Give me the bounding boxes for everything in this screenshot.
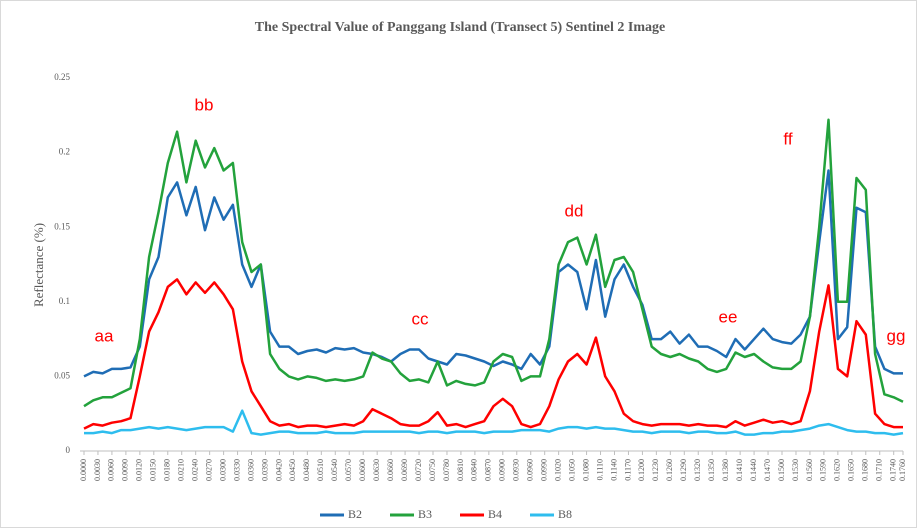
y-tick-label: 0.15 — [54, 221, 70, 231]
x-tick-label: 0.1470 — [763, 459, 772, 481]
annotation: aa — [95, 326, 114, 345]
annotation: ff — [783, 129, 792, 148]
x-tick-label: 0.1530 — [791, 459, 800, 481]
x-tick-label: 0.0090 — [121, 459, 130, 481]
x-tick-label: 0.1350 — [707, 459, 716, 481]
x-tick-label: 0.0000 — [79, 459, 88, 481]
legend-label: B2 — [348, 507, 362, 521]
x-tick-label: 0.1020 — [553, 459, 562, 481]
x-tick-label: 0.0180 — [163, 459, 172, 481]
x-tick-label: 0.1260 — [665, 459, 674, 481]
x-tick-label: 0.0030 — [93, 459, 102, 481]
x-tick-label: 0.1200 — [637, 459, 646, 481]
legend-label: B4 — [488, 507, 502, 521]
x-tick-label: 0.0960 — [526, 459, 535, 481]
annotation: dd — [565, 201, 584, 220]
x-tick-label: 0.0480 — [302, 459, 311, 481]
x-tick-label: 0.1620 — [833, 459, 842, 481]
x-tick-label: 0.1560 — [805, 459, 814, 481]
x-tick-label: 0.1230 — [651, 459, 660, 481]
x-tick-label: 0.0060 — [107, 459, 116, 481]
series-line — [83, 278, 903, 430]
x-tick-label: 0.0600 — [358, 459, 367, 481]
annotation: ee — [719, 307, 738, 326]
x-tick-label: 0.0390 — [260, 459, 269, 481]
x-tick-label: 0.0990 — [540, 459, 549, 481]
x-tick-label: 0.1650 — [847, 459, 856, 481]
x-tick-label: 0.1170 — [623, 459, 632, 481]
x-tick-label: 0.1760 — [898, 459, 907, 481]
y-tick-label: 0.1 — [59, 296, 70, 306]
annotation: cc — [412, 309, 430, 328]
x-tick-label: 0.0930 — [512, 459, 521, 481]
x-tick-label: 0.1740 — [889, 459, 898, 481]
y-tick-label: 0.2 — [59, 147, 70, 157]
x-tick-label: 0.1590 — [819, 459, 828, 481]
x-tick-label: 0.1440 — [749, 459, 758, 481]
y-tick-label: 0 — [66, 445, 71, 455]
y-tick-label: 0.05 — [54, 370, 70, 380]
x-tick-label: 0.0660 — [386, 459, 395, 481]
x-tick-label: 0.0240 — [191, 459, 200, 481]
x-tick-label: 0.1500 — [777, 459, 786, 481]
legend-label: B3 — [418, 507, 432, 521]
x-tick-label: 0.0120 — [135, 459, 144, 481]
x-tick-label: 0.0150 — [149, 459, 158, 481]
x-tick-label: 0.1410 — [735, 459, 744, 481]
x-tick-label: 0.0750 — [428, 459, 437, 481]
x-tick-label: 0.0540 — [330, 459, 339, 481]
x-tick-label: 0.0690 — [400, 459, 409, 481]
x-tick-label: 0.1320 — [693, 459, 702, 481]
x-tick-label: 0.0720 — [414, 459, 423, 481]
x-tick-label: 0.1050 — [567, 459, 576, 481]
series-line — [83, 118, 904, 408]
x-tick-label: 0.0450 — [288, 459, 297, 481]
legend-label: B8 — [558, 507, 572, 521]
x-tick-label: 0.1140 — [609, 459, 618, 481]
x-tick-label: 0.0810 — [456, 459, 465, 481]
x-tick-label: 0.0330 — [232, 459, 241, 481]
x-tick-label: 0.1680 — [861, 459, 870, 481]
x-tick-label: 0.1110 — [595, 459, 604, 480]
x-tick-label: 0.0780 — [442, 459, 451, 481]
x-tick-label: 0.0210 — [177, 459, 186, 481]
y-axis-label: Reflectance (%) — [31, 223, 46, 307]
x-tick-label: 0.0510 — [316, 459, 325, 481]
x-tick-label: 0.0840 — [470, 459, 479, 481]
x-tick-label: 0.0300 — [218, 459, 227, 481]
x-tick-label: 0.1710 — [875, 459, 884, 481]
annotation: gg — [887, 326, 906, 345]
x-tick-label: 0.0420 — [274, 459, 283, 481]
series-line — [83, 169, 903, 378]
x-tick-label: 0.0570 — [344, 459, 353, 481]
annotation: bb — [195, 95, 214, 114]
x-tick-label: 0.0630 — [372, 459, 381, 481]
x-tick-label: 0.1380 — [721, 459, 730, 481]
x-tick-label: 0.0360 — [246, 459, 255, 481]
x-tick-label: 0.1290 — [679, 459, 688, 481]
x-tick-label: 0.1080 — [581, 459, 590, 481]
x-tick-label: 0.0270 — [204, 459, 213, 481]
x-tick-label: 0.0900 — [498, 459, 507, 481]
y-tick-label: 0.25 — [54, 72, 70, 82]
x-tick-label: 0.0870 — [484, 459, 493, 481]
series-line — [84, 409, 904, 436]
chart-title: The Spectral Value of Panggang Island (T… — [255, 20, 665, 35]
